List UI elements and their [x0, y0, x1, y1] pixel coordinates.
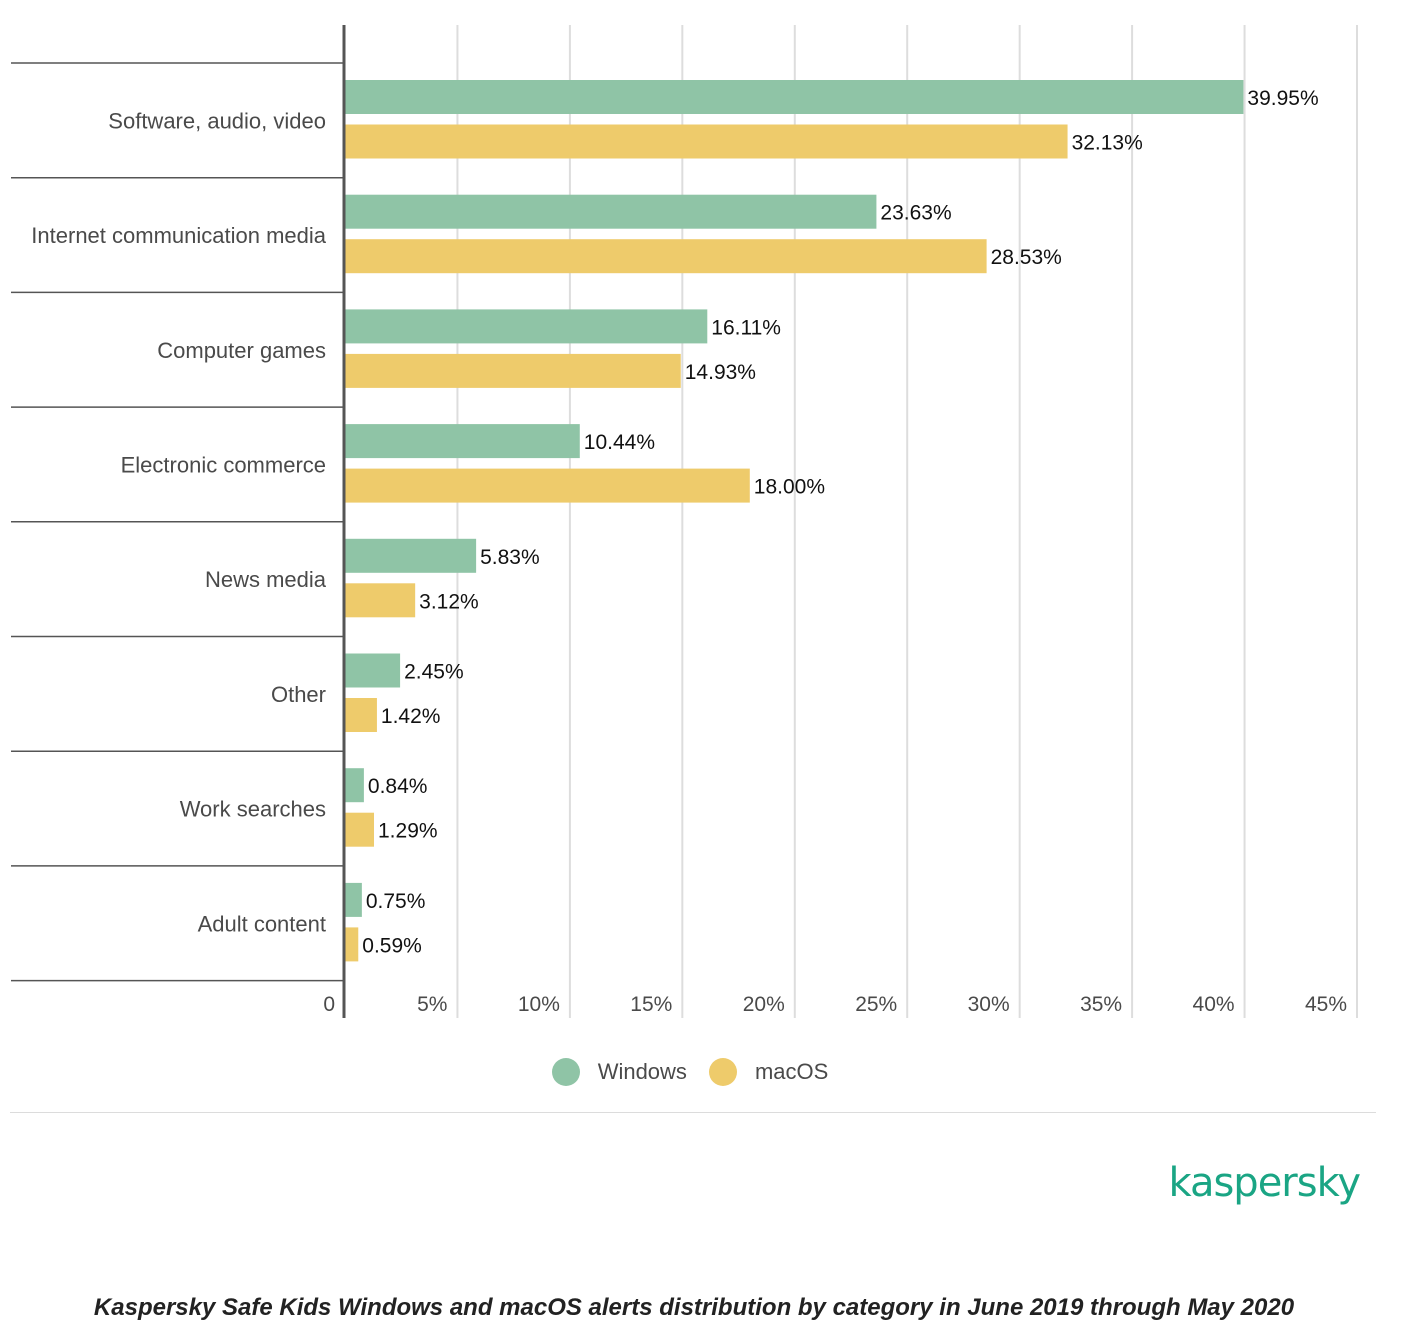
value-label-macos: 3.12% — [419, 590, 479, 613]
value-label-macos: 14.93% — [685, 361, 756, 384]
category-separators — [11, 62, 345, 982]
value-label-windows: 0.84% — [368, 775, 428, 798]
x-tick-label: 40% — [1193, 993, 1235, 1016]
legend-label-windows: Windows — [597, 1059, 687, 1084]
category-label: Software, audio, video — [108, 108, 326, 133]
bar-macos — [345, 353, 681, 388]
value-label-macos: 32.13% — [1072, 132, 1143, 155]
legend-item-windows[interactable]: Windows — [551, 1058, 687, 1086]
value-label-macos: 1.42% — [381, 705, 441, 728]
bar-chart: 0 5% 10% 15% 20% 25% 30% 35% 40% 45% Software, aud… — [11, 25, 1358, 1018]
bar-macos — [345, 698, 377, 732]
bar-macos — [345, 927, 359, 962]
divider — [10, 1112, 1376, 1113]
bar-windows — [345, 768, 364, 803]
x-tick-label: 10% — [518, 993, 560, 1016]
bar-macos — [345, 239, 987, 274]
category-label: Computer games — [157, 338, 326, 363]
bar-windows — [345, 538, 477, 573]
value-label-windows: 0.75% — [366, 890, 426, 913]
x-tick-label: 25% — [855, 993, 897, 1016]
value-label-windows: 16.11% — [711, 316, 781, 339]
legend-swatch-windows — [551, 1058, 580, 1086]
bar-windows — [345, 309, 708, 344]
value-label-macos: 18.00% — [754, 476, 825, 499]
bar-windows — [345, 653, 401, 688]
x-tick-label: 35% — [1080, 993, 1122, 1016]
value-label-windows: 2.45% — [404, 661, 464, 684]
x-tick-label: 45% — [1305, 993, 1347, 1016]
legend-label-macos: macOS — [754, 1059, 829, 1084]
legend-item-macos[interactable]: macOS — [708, 1058, 829, 1086]
value-label-windows: 5.83% — [480, 546, 540, 569]
bar-windows — [345, 424, 580, 459]
value-label-windows: 10.44% — [584, 431, 655, 454]
bar-macos — [345, 812, 375, 847]
x-tick-label: 30% — [968, 993, 1010, 1016]
bar-windows — [345, 882, 362, 917]
labels: 0 5% 10% 15% 20% 25% 30% 35% 40% 45% Software, aud… — [31, 87, 1347, 1016]
bars — [345, 80, 1244, 962]
x-tick-label: 15% — [630, 993, 672, 1016]
bar-windows — [345, 80, 1244, 114]
x-tick-label: 5% — [417, 993, 447, 1016]
chart-caption: Kaspersky Safe Kids Windows and macOS al… — [93, 1294, 1295, 1321]
value-label-windows: 23.63% — [880, 202, 951, 225]
legend: Windows macOS — [0, 1058, 1380, 1086]
gridlines — [456, 25, 1358, 1018]
bar-windows — [345, 194, 877, 229]
category-label: Internet communication media — [31, 223, 326, 248]
bar-macos — [345, 583, 416, 618]
value-label-macos: 28.53% — [991, 246, 1062, 269]
category-label: Other — [271, 682, 326, 707]
x-tick-label: 0 — [323, 993, 335, 1016]
legend-swatch-macos — [708, 1058, 737, 1086]
kaspersky-logo: kaspersky — [1168, 1160, 1361, 1206]
category-label: Electronic commerce — [121, 452, 326, 477]
value-label-macos: 0.59% — [362, 934, 422, 957]
category-label: Work searches — [180, 797, 326, 822]
category-label: News media — [205, 567, 327, 592]
value-label-macos: 1.29% — [378, 820, 438, 843]
category-label: Adult content — [198, 911, 326, 936]
x-tick-label: 20% — [743, 993, 785, 1016]
bar-macos — [345, 468, 750, 503]
value-label-windows: 39.95% — [1247, 87, 1318, 110]
bar-macos — [345, 124, 1068, 159]
